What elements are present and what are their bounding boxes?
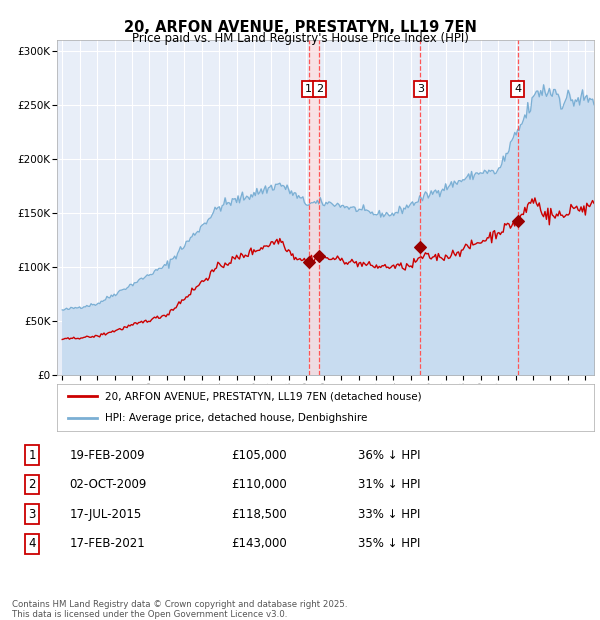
Point <box>416 242 425 252</box>
Text: 20, ARFON AVENUE, PRESTATYN, LL19 7EN (detached house): 20, ARFON AVENUE, PRESTATYN, LL19 7EN (d… <box>106 391 422 402</box>
Text: 4: 4 <box>514 84 521 94</box>
Text: 02-OCT-2009: 02-OCT-2009 <box>70 478 147 491</box>
Text: £105,000: £105,000 <box>231 448 287 461</box>
Text: £118,500: £118,500 <box>231 508 287 521</box>
Text: 3: 3 <box>417 84 424 94</box>
Text: HPI: Average price, detached house, Denbighshire: HPI: Average price, detached house, Denb… <box>106 413 368 423</box>
Text: 19-FEB-2009: 19-FEB-2009 <box>70 448 145 461</box>
Text: £143,000: £143,000 <box>231 538 287 551</box>
Text: 35% ↓ HPI: 35% ↓ HPI <box>358 538 420 551</box>
Text: 2: 2 <box>28 478 36 491</box>
Text: £110,000: £110,000 <box>231 478 287 491</box>
Text: 33% ↓ HPI: 33% ↓ HPI <box>358 508 420 521</box>
Text: 17-FEB-2021: 17-FEB-2021 <box>70 538 145 551</box>
Text: 20, ARFON AVENUE, PRESTATYN, LL19 7EN: 20, ARFON AVENUE, PRESTATYN, LL19 7EN <box>124 20 476 35</box>
Text: 1: 1 <box>28 448 36 461</box>
Text: 3: 3 <box>28 508 36 521</box>
Text: 17-JUL-2015: 17-JUL-2015 <box>70 508 142 521</box>
Text: 31% ↓ HPI: 31% ↓ HPI <box>358 478 420 491</box>
Text: 2: 2 <box>316 84 323 94</box>
Point <box>304 257 313 267</box>
Text: 4: 4 <box>28 538 36 551</box>
Bar <box>308 40 319 375</box>
Text: 36% ↓ HPI: 36% ↓ HPI <box>358 448 420 461</box>
Text: Price paid vs. HM Land Registry's House Price Index (HPI): Price paid vs. HM Land Registry's House … <box>131 32 469 45</box>
Text: Contains HM Land Registry data © Crown copyright and database right 2025.
This d: Contains HM Land Registry data © Crown c… <box>12 600 347 619</box>
Point <box>513 216 523 226</box>
Text: 1: 1 <box>305 84 312 94</box>
Point <box>314 251 324 261</box>
